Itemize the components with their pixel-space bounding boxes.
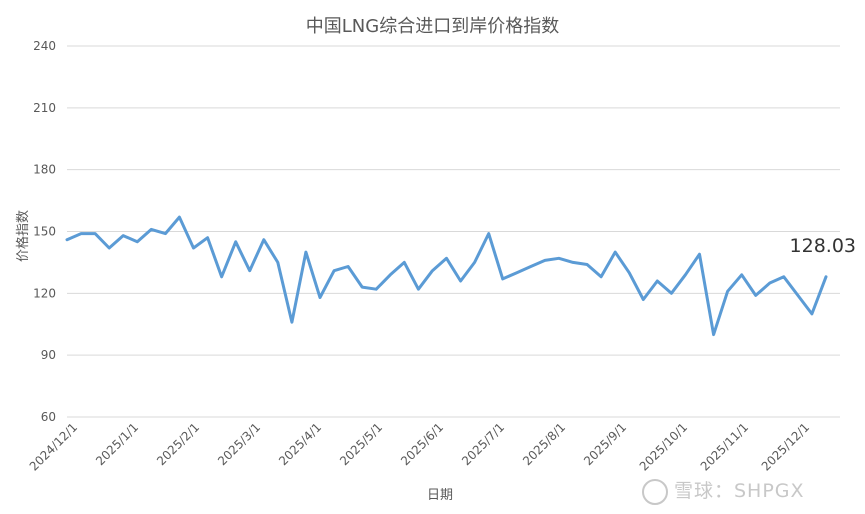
x-tick-label: 2025/1/1 (93, 420, 141, 468)
y-tick-label: 150 (33, 225, 56, 239)
y-tick-label: 180 (33, 163, 56, 177)
x-tick-label: 2025/2/1 (154, 420, 202, 468)
x-tick-label: 2025/6/1 (398, 420, 446, 468)
x-tick-label: 2024/12/1 (27, 420, 80, 473)
y-tick-label: 90 (41, 348, 56, 362)
snowball-logo-icon (642, 478, 668, 505)
x-tick-label: 2025/12/1 (759, 420, 812, 473)
y-tick-label: 210 (33, 101, 56, 115)
x-tick-label: 2025/11/1 (698, 420, 751, 473)
series-line (65, 215, 828, 337)
y-tick-label: 120 (33, 286, 56, 300)
x-tick-label: 2025/10/1 (637, 420, 690, 473)
x-tick-label: 2025/7/1 (459, 420, 507, 468)
x-tick-label: 2025/9/1 (581, 420, 629, 468)
chart-title: 中国LNG综合进口到岸价格指数 (305, 16, 560, 37)
watermark-text: 雪球：SHPGX (674, 480, 805, 502)
x-tick-label: 2025/3/1 (215, 420, 263, 468)
last-value-label: 128.03 (790, 235, 856, 257)
x-tick-label: 2025/4/1 (276, 420, 324, 468)
x-tick-label: 2025/5/1 (337, 420, 385, 468)
x-tick-label: 2025/8/1 (520, 420, 568, 468)
y-tick-label: 60 (41, 410, 56, 424)
y-tick-label: 240 (33, 39, 56, 53)
x-axis-label: 日期 (426, 488, 453, 503)
watermark: 雪球：SHPGX (642, 476, 805, 505)
